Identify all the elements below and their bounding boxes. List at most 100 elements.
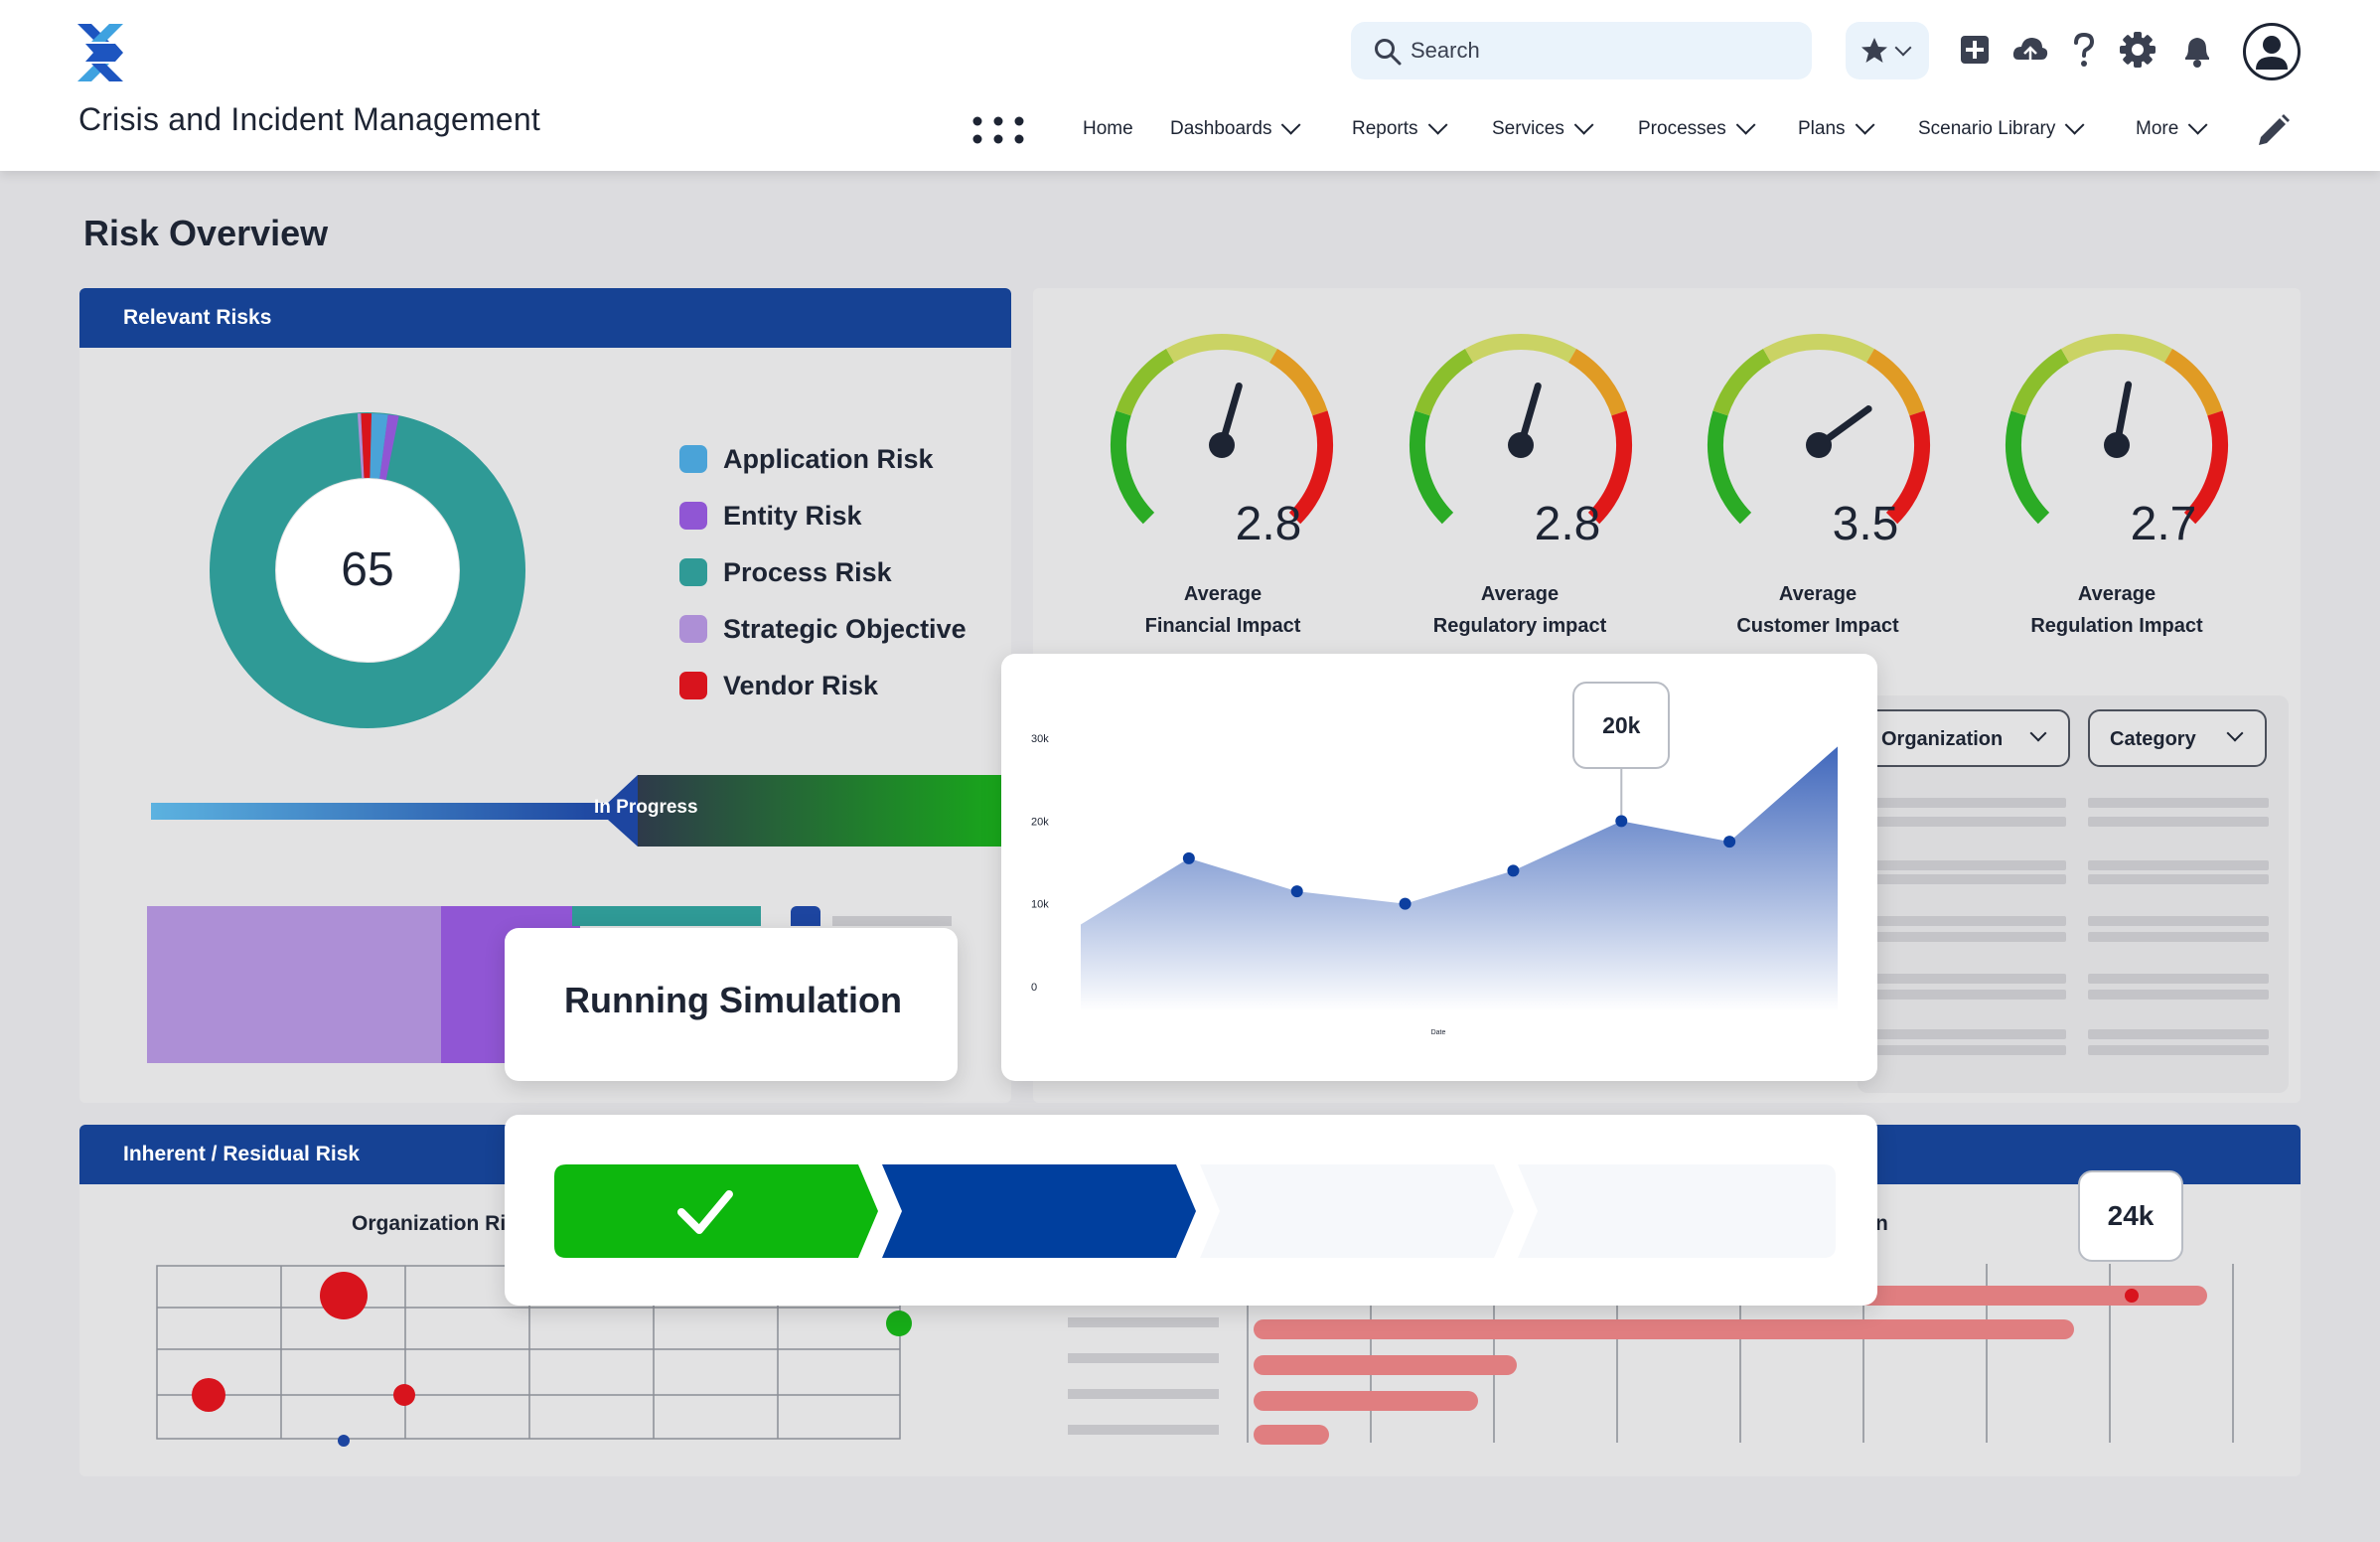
gauge-value-customer: 3.5 (1832, 498, 1899, 550)
gauge-segment (1763, 334, 1874, 363)
gauge-segment (1268, 349, 1328, 416)
y-tick-label: 10k (1031, 899, 1049, 911)
legend-application-risk[interactable]: Application Risk (679, 441, 934, 477)
progress-funnel (151, 775, 1021, 847)
area-series (1081, 746, 1838, 1011)
data-point[interactable] (1182, 851, 1195, 864)
search-bar[interactable]: Search (1351, 22, 1812, 79)
nav-plans[interactable]: Plans (1798, 113, 1875, 145)
gauge-label-regulation: Average Regulation Impact (2030, 583, 2203, 637)
gauge-segment (2006, 410, 2050, 525)
stacked-bar-application (791, 906, 820, 926)
nav-processes[interactable]: Processes (1638, 113, 1756, 145)
help-icon[interactable] (2064, 30, 2104, 70)
legend-swatch (679, 445, 707, 473)
data-point[interactable] (1723, 836, 1736, 848)
settings-gear-icon[interactable] (2118, 30, 2157, 70)
table-row (2088, 798, 2269, 808)
search-icon (1375, 39, 1402, 66)
gauge-segment (2061, 334, 2172, 363)
gauge-segment (2163, 349, 2223, 416)
category-filter[interactable]: Category (2088, 709, 2267, 767)
add-icon[interactable] (1955, 30, 1995, 70)
bar[interactable] (1794, 1286, 2207, 1306)
gauge-3 (2006, 334, 2228, 525)
donut-entity-risk (379, 414, 399, 481)
risk-donut-chart (210, 412, 525, 728)
gauge-segment (1288, 410, 1333, 525)
gauge-hub (2104, 432, 2130, 458)
data-point[interactable] (1507, 864, 1520, 877)
user-avatar-icon[interactable] (2243, 23, 2301, 80)
nav-scenario-library[interactable]: Scenario Library (1918, 113, 2085, 145)
gauge-segment (1166, 334, 1277, 363)
table-row (2088, 860, 2269, 870)
table-row (1875, 798, 2066, 808)
nav-services[interactable]: Services (1492, 113, 1594, 145)
favorites-dropdown[interactable] (1846, 22, 1929, 79)
scatter-point[interactable] (320, 1272, 368, 1319)
scatter-point[interactable] (338, 1435, 350, 1447)
bar[interactable] (1254, 1425, 1329, 1445)
scatter-point[interactable] (192, 1378, 225, 1412)
nav-more[interactable]: More (2136, 113, 2208, 145)
gauge-label-financial: Average Financial Impact (1144, 583, 1301, 637)
running-simulation-card: Running Simulation (505, 928, 958, 1081)
organization-risk-scatter (156, 1265, 912, 1447)
gauge-hub (1209, 432, 1235, 458)
y-tick-label: 20k (1031, 816, 1049, 828)
gauge-value-financial: 2.8 (1235, 498, 1302, 550)
chevron-down-icon (2029, 724, 2047, 742)
app-launcher-icon[interactable] (971, 115, 1025, 145)
nav-reports[interactable]: Reports (1352, 113, 1448, 145)
legend-entity-risk[interactable]: Entity Risk (679, 498, 862, 534)
gauge-segment (1587, 410, 1632, 525)
legend-process-risk[interactable]: Process Risk (679, 554, 892, 590)
scatter-point[interactable] (886, 1311, 912, 1336)
table-row (2088, 932, 2269, 942)
status-in-progress: In Progress (594, 797, 698, 818)
organization-risk-label: Organization Ri (352, 1212, 507, 1235)
scatter-point[interactable] (393, 1384, 415, 1406)
data-point[interactable] (1615, 815, 1628, 828)
relevant-risks-header: Relevant Risks (79, 288, 1011, 348)
y-tick-label: 0 (1031, 982, 1037, 994)
stacked-bar-strategic (147, 906, 441, 1063)
step-pending (1518, 1164, 1836, 1258)
gauge-value-regulation: 2.7 (2130, 498, 2197, 550)
nav-dashboards[interactable]: Dashboards (1170, 113, 1301, 145)
donut-application-risk (370, 413, 388, 479)
check-icon (677, 1190, 733, 1234)
gauge-0 (1111, 334, 1333, 525)
table-row (2088, 1045, 2269, 1055)
table-row (1875, 1045, 2066, 1055)
organization-filter[interactable]: Organization (1859, 709, 2070, 767)
data-point[interactable] (1399, 897, 1412, 910)
legend-swatch (679, 672, 707, 699)
cloud-icon[interactable] (2010, 30, 2050, 70)
chevron-down-icon (2065, 114, 2085, 135)
simulation-title: Running Simulation (564, 980, 902, 1020)
notifications-bell-icon[interactable] (2177, 30, 2217, 70)
step-active (882, 1164, 1196, 1258)
table-row (1875, 874, 2066, 884)
app-logo[interactable] (75, 22, 125, 83)
table-row (2088, 990, 2269, 1000)
table-row (2088, 817, 2269, 827)
gauge-segment (1708, 410, 1752, 525)
data-point[interactable] (1290, 885, 1303, 898)
legend-vendor-risk[interactable]: Vendor Risk (679, 668, 878, 703)
stacked-bar-process (572, 906, 761, 926)
table-row (1875, 916, 2066, 926)
gauge-segment (1712, 349, 1772, 416)
area-chart-card: 30k 20k 10k 0 Date 20k (1001, 654, 1877, 1081)
bar[interactable] (1254, 1391, 1478, 1411)
legend-strategic-objective[interactable]: Strategic Objective (679, 611, 967, 647)
bar[interactable] (1254, 1319, 2074, 1339)
favorites-star-icon (1861, 38, 1887, 63)
gauge-segment (1865, 349, 1925, 416)
edit-pencil-icon[interactable] (2253, 111, 2293, 151)
page-title: Risk Overview (83, 213, 329, 253)
bar[interactable] (1254, 1355, 1517, 1375)
nav-home[interactable]: Home (1083, 118, 1133, 139)
